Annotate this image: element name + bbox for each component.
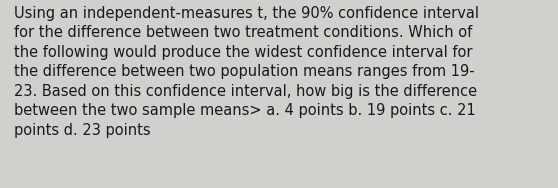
Text: Using an independent-measures t, the 90% confidence interval
for the difference : Using an independent-measures t, the 90%… <box>14 6 479 138</box>
